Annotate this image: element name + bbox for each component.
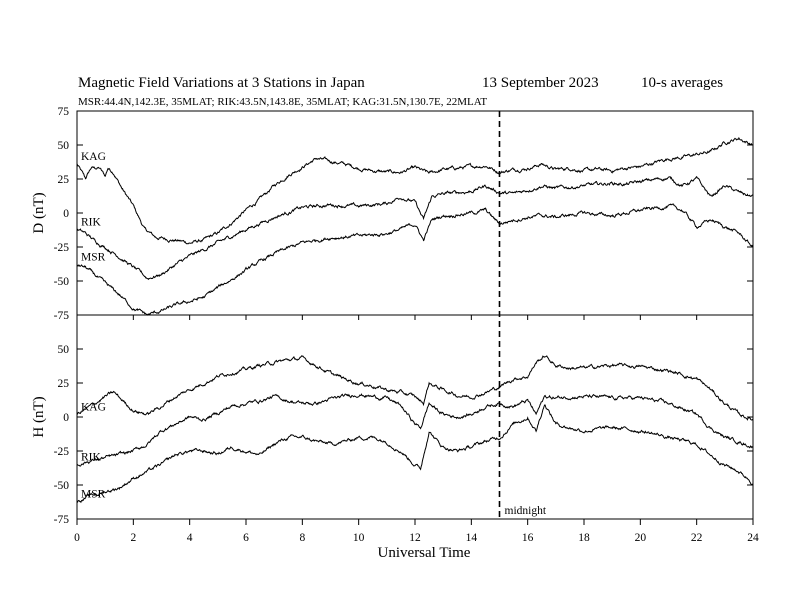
chart-title: Magnetic Field Variations at 3 Stations … xyxy=(78,75,365,91)
y-tick-label: -25 xyxy=(54,242,70,254)
series-line-msr-d xyxy=(76,203,754,316)
y-tick-label: 50 xyxy=(58,344,70,356)
series-label-kag: KAG xyxy=(81,151,106,163)
series-line-kag-h xyxy=(76,355,754,421)
x-tick-label: 16 xyxy=(522,532,534,544)
x-tick-label: 22 xyxy=(691,532,703,544)
y-tick-label: -75 xyxy=(54,514,70,526)
series-label-rik: RIK xyxy=(81,452,102,464)
panel-h-frame xyxy=(76,314,754,520)
series-label-kag: KAG xyxy=(81,401,106,413)
y-tick-label: -50 xyxy=(54,276,70,288)
series-line-msr-h xyxy=(76,404,754,504)
x-tick-label: 20 xyxy=(635,532,647,544)
series-line-rik-d xyxy=(76,175,754,281)
series-line-rik-h xyxy=(76,393,754,467)
x-tick-label: 14 xyxy=(466,532,478,544)
panel-d-frame xyxy=(76,110,754,316)
x-tick-label: 0 xyxy=(74,532,80,544)
series-line-kag-d xyxy=(76,136,753,245)
x-tick-label: 10 xyxy=(353,532,365,544)
y-tick-label: 50 xyxy=(58,140,70,152)
series-label-msr: MSR xyxy=(81,488,106,500)
series-label-rik: RIK xyxy=(81,216,102,228)
y-tick-label: 25 xyxy=(58,174,70,186)
x-tick-label: 18 xyxy=(578,532,590,544)
y-tick-label: 75 xyxy=(58,106,70,118)
x-tick-label: 24 xyxy=(747,532,759,544)
series-label-msr: MSR xyxy=(81,252,106,264)
x-tick-label: 4 xyxy=(187,532,193,544)
x-tick-label: 2 xyxy=(130,532,136,544)
x-axis-label: Universal Time xyxy=(378,545,471,561)
x-tick-label: 12 xyxy=(409,532,421,544)
y-tick-label: 0 xyxy=(63,412,69,424)
h-axis-label: H (nT) xyxy=(31,396,47,437)
station-info: MSR:44.4N,142.3E, 35MLAT; RIK:43.5N,143.… xyxy=(78,96,487,108)
y-tick-label: 25 xyxy=(58,378,70,390)
y-tick-label: -25 xyxy=(54,446,70,458)
d-axis-label: D (nT) xyxy=(31,192,47,233)
midnight-label: midnight xyxy=(505,505,547,517)
y-tick-label: -75 xyxy=(54,310,70,322)
y-tick-label: 0 xyxy=(63,208,69,220)
chart-date: 13 September 2023 xyxy=(482,75,599,91)
x-tick-label: 8 xyxy=(299,532,305,544)
x-tick-label: 6 xyxy=(243,532,249,544)
averaging-note: 10-s averages xyxy=(641,75,723,91)
y-tick-label: -50 xyxy=(54,480,70,492)
